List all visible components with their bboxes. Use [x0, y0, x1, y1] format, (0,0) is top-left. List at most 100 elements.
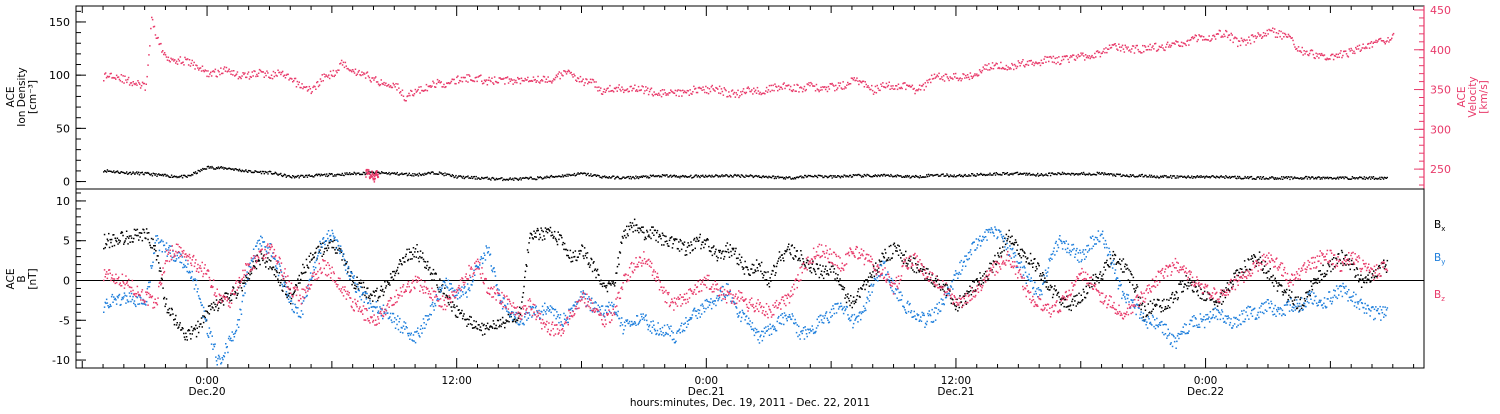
velocity-series-point — [989, 69, 991, 71]
field-bx-series-point — [499, 325, 501, 327]
field-bx-series-point — [966, 290, 968, 292]
field-bx-series-point — [549, 230, 551, 232]
field-bx-series-point — [1100, 271, 1102, 273]
field-bx-series-point — [1053, 294, 1055, 296]
field-bx-series-point — [909, 260, 911, 262]
density-axis-label: ACEIon Density[cm⁻³] — [5, 67, 39, 126]
field-bx-series-point — [392, 271, 394, 273]
field-bx-series-point — [383, 295, 385, 297]
field-bx-series-point — [197, 328, 199, 330]
velocity-series-point — [680, 90, 682, 92]
field-by-series-point — [203, 307, 205, 309]
field-bx-series-point — [137, 235, 139, 237]
density-series-point — [247, 172, 248, 173]
velocity-series-point — [346, 65, 348, 67]
density-series-point — [1319, 177, 1320, 178]
field-bx-series-point — [471, 316, 473, 318]
velocity-series-point — [750, 91, 752, 93]
field-by-series-point — [149, 286, 151, 288]
field-bx-series-point — [767, 271, 769, 273]
velocity-series-point — [467, 81, 469, 83]
velocity-series-point — [662, 89, 664, 91]
field-bx-series-point — [1063, 306, 1065, 308]
velocity-series-point — [128, 77, 129, 79]
field-bx-series-point — [695, 241, 697, 243]
field-bx-series-point — [1187, 288, 1189, 290]
velocity-series-point — [670, 89, 672, 91]
field-bx-series-point — [1301, 308, 1303, 310]
field-bx-series-point — [777, 263, 779, 265]
velocity-series-point — [1208, 35, 1210, 37]
field-bx-series-point — [1021, 249, 1023, 251]
velocity-series-point — [1060, 63, 1062, 65]
density-series-point — [731, 175, 732, 176]
field-bx-series-point — [1297, 296, 1299, 298]
field-bx-series-point — [463, 315, 465, 317]
field-bx-series-point — [1317, 278, 1319, 280]
velocity-series-point — [1290, 36, 1292, 38]
field-by-series-point — [155, 235, 157, 237]
field-bx-series-point — [304, 267, 306, 269]
velocity-series-point — [1021, 61, 1023, 63]
field-bx-series-point — [1164, 309, 1166, 311]
field-bx-series-point — [668, 246, 670, 248]
density-series-point — [320, 175, 321, 176]
field-bx-series-point — [814, 269, 816, 271]
density-series-point — [618, 177, 619, 178]
density-series-point — [134, 174, 135, 175]
field-bx-series-point — [539, 234, 541, 236]
field-bx-series-point — [243, 283, 245, 285]
field-bx-series-point — [1188, 282, 1190, 284]
field-bx-series-point — [557, 244, 559, 246]
field-bx-series-point — [660, 238, 662, 240]
velocity-series-point — [552, 80, 554, 82]
velocity-series-point — [970, 72, 972, 74]
field-by-series-point — [175, 260, 177, 262]
field-bx-series-point — [1123, 258, 1125, 260]
density-series-point — [1050, 175, 1051, 176]
field-by-series-point — [152, 262, 154, 264]
density-series-point — [274, 173, 275, 174]
field-bx-series-point — [804, 264, 806, 266]
field-bx-series-point — [1034, 258, 1036, 260]
field-bx-series-point — [555, 238, 557, 240]
velocity-series-point — [198, 69, 200, 71]
field-bx-series-point — [583, 255, 585, 257]
field-bx-series-point — [210, 309, 212, 311]
density-series-point — [1274, 179, 1275, 180]
field-bx-series-point — [533, 231, 535, 233]
velocity-series-point — [754, 91, 756, 93]
field-bx-series-point — [691, 244, 693, 246]
velocity-series-point — [458, 82, 460, 84]
field-bx-series-point — [164, 306, 166, 308]
field-bx-series-point — [914, 271, 916, 273]
field-bx-series-point — [1295, 297, 1297, 299]
field-by-series-point — [161, 239, 163, 241]
density-series-point — [1327, 177, 1328, 178]
field-bx-series-point — [1124, 266, 1126, 268]
field-bx-series — [103, 219, 1388, 341]
field-by-series-point — [129, 292, 131, 294]
velocity-series-point — [929, 79, 931, 81]
density-series-point — [212, 167, 213, 168]
field-bx-series-point — [1178, 297, 1180, 299]
field-bx-series-point — [1068, 309, 1070, 311]
field-bx-series-point — [681, 249, 683, 251]
field-bx-series-point — [170, 314, 172, 316]
field-bx-series-point — [290, 303, 292, 305]
velocity-series-point — [1304, 53, 1306, 55]
velocity-series-point — [1254, 41, 1256, 43]
velocity-series-point — [961, 78, 963, 80]
field-bx-series-point — [998, 256, 1000, 258]
field-bx-series-point — [865, 279, 867, 281]
field-bx-series-point — [274, 269, 276, 271]
velocity-series-point — [225, 70, 227, 72]
velocity-series-point — [953, 73, 955, 75]
velocity-series-point — [1377, 40, 1379, 42]
field-bx-series-point — [1289, 290, 1291, 292]
density-series-point — [1083, 172, 1084, 173]
field-bx-series-point — [1235, 272, 1237, 274]
velocity-series-point — [321, 81, 323, 83]
field-bx-series-point — [417, 251, 419, 253]
field-bx-series-point — [1360, 275, 1362, 277]
